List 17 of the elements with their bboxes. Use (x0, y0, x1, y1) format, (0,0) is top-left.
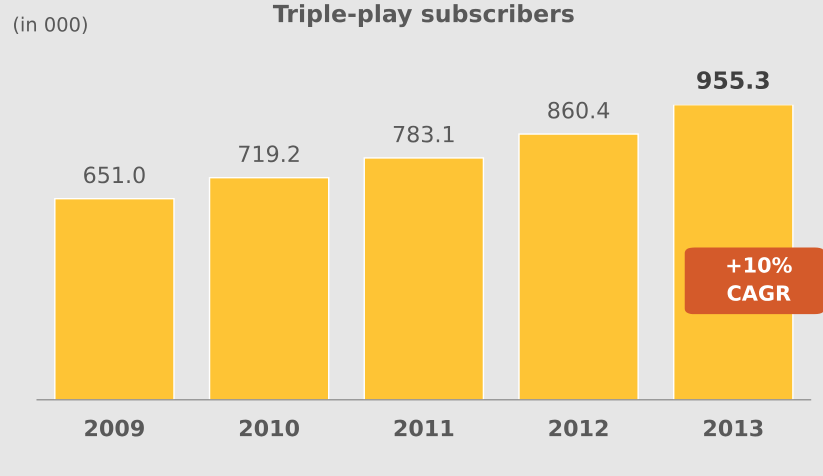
data-label: 783.1 (394, 126, 454, 142)
bar (208, 176, 330, 400)
x-tick-label: 2012 (549, 420, 608, 436)
chart-title: Triple-play subscribers (272, 4, 574, 28)
text: (in 000) (14, 16, 87, 34)
bar (518, 133, 639, 400)
x-tick-label: 2013 (704, 420, 762, 436)
data-label: 955.3 (697, 71, 769, 90)
x-tick-label: 2011 (394, 420, 454, 436)
x-tick-label: 2010 (240, 420, 299, 436)
annotation: +10% CAGR (727, 257, 792, 301)
x-tick-label: 2009 (85, 420, 144, 436)
data-label: 719.2 (239, 145, 299, 162)
bar (364, 157, 484, 400)
data-label: 860.4 (548, 102, 610, 119)
bar (54, 198, 175, 400)
data-label: 651.0 (84, 166, 145, 184)
